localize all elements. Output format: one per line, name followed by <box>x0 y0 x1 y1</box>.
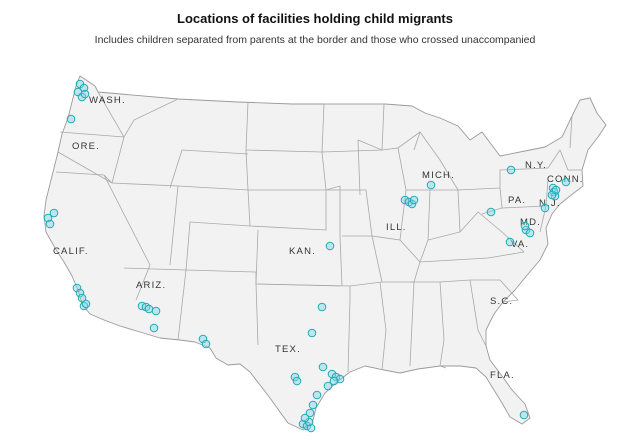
facility-marker[interactable] <box>409 195 419 205</box>
facility-marker[interactable] <box>540 203 550 213</box>
facility-marker[interactable] <box>201 339 211 349</box>
facility-marker[interactable] <box>198 334 208 344</box>
facility-marker[interactable] <box>407 199 417 209</box>
state-label-tx: TEX. <box>275 344 301 355</box>
facility-marker[interactable] <box>329 376 339 386</box>
facility-marker[interactable] <box>400 195 410 205</box>
state-label-ca: CALIF. <box>53 246 89 257</box>
facility-marker[interactable] <box>80 89 90 99</box>
facility-marker[interactable] <box>81 299 91 309</box>
state-label-pa: PA. <box>508 195 526 206</box>
facility-marker[interactable] <box>317 302 327 312</box>
facility-marker[interactable] <box>561 177 571 187</box>
facility-marker[interactable] <box>77 293 87 303</box>
state-label-sc: S.C. <box>490 296 513 307</box>
facility-marker[interactable] <box>75 288 85 298</box>
facility-marker[interactable] <box>318 362 328 372</box>
facility-marker[interactable] <box>72 283 82 293</box>
facility-marker[interactable] <box>45 219 55 229</box>
facility-marker[interactable] <box>290 372 300 382</box>
state-labels: WASH. ORE. CALIF. ARIZ. TEX. KAN. ILL. M… <box>53 95 584 381</box>
state-label-ny: N.Y. <box>525 160 547 171</box>
facility-marker[interactable] <box>66 114 76 124</box>
facility-marker[interactable] <box>151 306 161 316</box>
facility-marker[interactable] <box>144 304 154 314</box>
state-label-va: VA. <box>511 239 529 250</box>
facility-marker[interactable] <box>149 323 159 333</box>
state-label-nj: N.J. <box>539 198 561 209</box>
facility-marker[interactable] <box>49 208 59 218</box>
state-label-az: ARIZ. <box>136 280 166 291</box>
state-label-ct: CONN. <box>547 174 584 185</box>
state-label-or: ORE. <box>72 141 100 152</box>
state-borders <box>55 91 582 373</box>
state-label-il: ILL. <box>386 222 407 233</box>
facility-marker[interactable] <box>519 410 529 420</box>
facility-marker[interactable] <box>525 228 535 238</box>
state-label-ks: KAN. <box>289 246 316 257</box>
facility-marker[interactable] <box>551 185 561 195</box>
facility-marker[interactable] <box>426 180 436 190</box>
facility-marker[interactable] <box>505 237 515 247</box>
facility-markers <box>43 79 571 433</box>
state-label-md: MD. <box>520 217 541 228</box>
facility-marker[interactable] <box>302 421 312 431</box>
facility-marker[interactable] <box>300 413 310 423</box>
facility-marker[interactable] <box>292 376 302 386</box>
facility-marker[interactable] <box>331 372 341 382</box>
map-subtitle: Includes children separated from parents… <box>94 34 536 46</box>
facility-marker[interactable] <box>305 408 315 418</box>
state-label-mi: MICH. <box>422 170 455 181</box>
facility-marker[interactable] <box>486 207 496 217</box>
facility-marker[interactable] <box>323 381 333 391</box>
facility-marker[interactable] <box>312 390 322 400</box>
state-label-fl: FLA. <box>490 370 515 381</box>
facility-marker[interactable] <box>506 165 516 175</box>
facility-marker[interactable] <box>520 221 530 231</box>
state-label-wa: WASH. <box>89 95 126 106</box>
map-title: Locations of facilities holding child mi… <box>177 11 453 26</box>
facility-marker[interactable] <box>307 328 317 338</box>
facility-marker[interactable] <box>325 241 335 251</box>
facility-marker[interactable] <box>308 400 318 410</box>
